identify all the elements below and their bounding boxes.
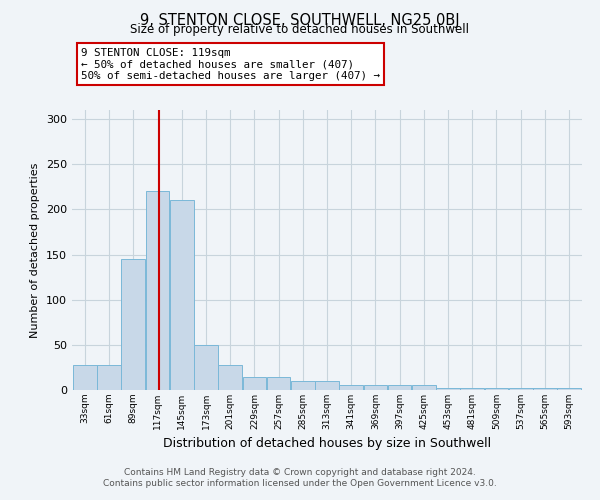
Bar [436,388,460,390]
Bar [485,388,508,390]
Bar [194,345,218,390]
Bar [267,378,290,390]
Bar [364,386,387,390]
Bar [121,259,145,390]
Text: 9, STENTON CLOSE, SOUTHWELL, NG25 0BJ: 9, STENTON CLOSE, SOUTHWELL, NG25 0BJ [140,12,460,28]
Text: 9 STENTON CLOSE: 119sqm
← 50% of detached houses are smaller (407)
50% of semi-d: 9 STENTON CLOSE: 119sqm ← 50% of detache… [81,48,380,80]
Bar [170,200,194,390]
Bar [97,364,121,390]
Bar [533,388,557,390]
Text: Contains HM Land Registry data © Crown copyright and database right 2024.
Contai: Contains HM Land Registry data © Crown c… [103,468,497,487]
Bar [218,364,242,390]
Bar [315,381,339,390]
Bar [412,386,436,390]
Bar [557,388,581,390]
Bar [340,386,363,390]
Bar [509,388,533,390]
Bar [146,192,169,390]
X-axis label: Distribution of detached houses by size in Southwell: Distribution of detached houses by size … [163,438,491,450]
Bar [73,364,97,390]
Text: Size of property relative to detached houses in Southwell: Size of property relative to detached ho… [131,22,470,36]
Bar [388,386,412,390]
Bar [291,381,314,390]
Bar [242,378,266,390]
Bar [460,388,484,390]
Y-axis label: Number of detached properties: Number of detached properties [31,162,40,338]
